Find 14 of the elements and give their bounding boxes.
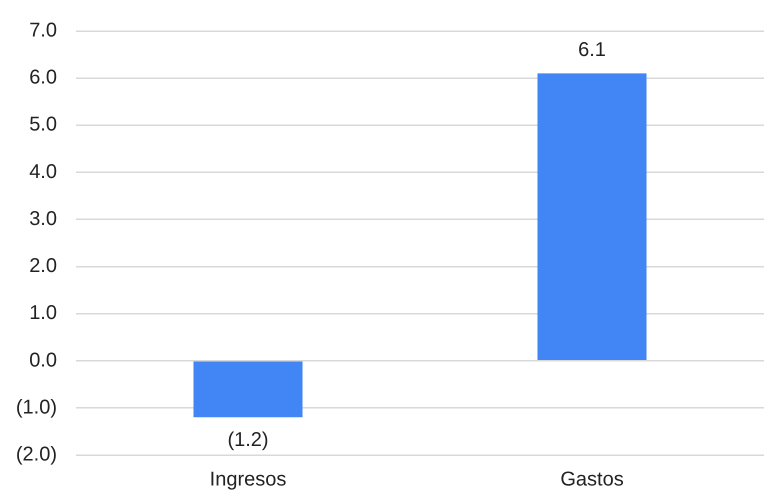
y-tick-label: 3.0 <box>29 208 57 230</box>
y-tick-label: 4.0 <box>29 160 57 183</box>
y-tick-label: (1.0) <box>16 396 57 418</box>
x-tick-label: Ingresos <box>210 468 286 491</box>
y-tick-label: 2.0 <box>29 255 57 278</box>
y-tick-label: 0.0 <box>29 349 57 372</box>
data-label: (1.2) <box>227 428 269 451</box>
data-label: 6.1 <box>578 38 606 61</box>
y-tick-label: (2.0) <box>16 444 57 466</box>
y-tick-label: 1.0 <box>29 302 57 324</box>
y-tick-label: 7.0 <box>29 20 57 42</box>
x-tick-label: Gastos <box>560 468 624 491</box>
y-tick-label: 6.0 <box>29 66 57 89</box>
y-tick-label: 5.0 <box>29 114 57 136</box>
